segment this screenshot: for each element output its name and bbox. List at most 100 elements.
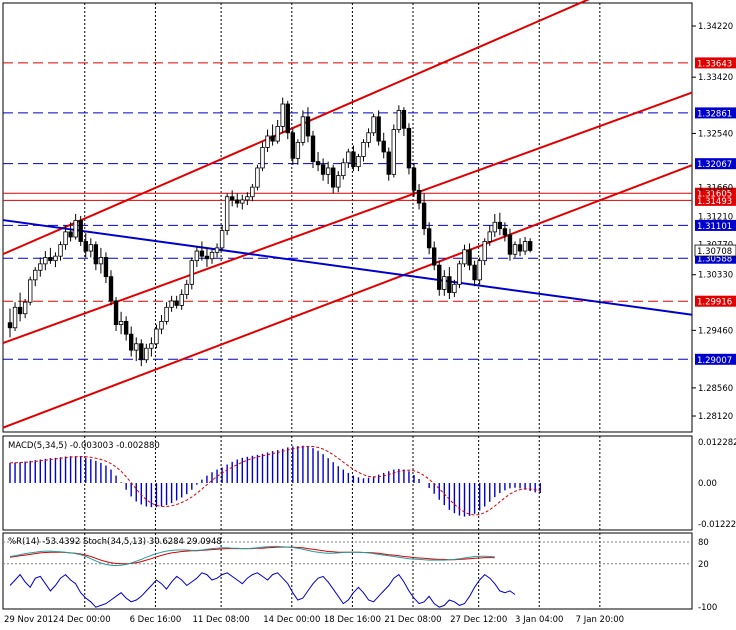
bear-candle	[447, 276, 452, 294]
bear-candle	[431, 247, 437, 266]
bull-candle	[179, 294, 184, 306]
time-axis-label: 3 Jan 04:00	[515, 615, 563, 625]
stoch-main-line	[9, 545, 495, 567]
bull-candle	[43, 257, 48, 265]
bull-candle	[88, 244, 93, 252]
bear-candle	[411, 167, 417, 191]
trend-channel-line	[2, 219, 693, 316]
bear-candle	[376, 116, 381, 142]
bull-candle	[265, 135, 270, 148]
oscillator-title: %R(14) -53.4392 Stoch(34,5,13) 30.6284 2…	[8, 537, 222, 547]
time-axis-label: 21 Dec 08:00	[384, 615, 441, 625]
macd-axis-label: 0.012282	[698, 438, 736, 448]
bear-candle	[128, 333, 134, 351]
macd-title: MACD(5,34,5) -0.003003 -0.002880	[8, 441, 160, 451]
bull-candle	[194, 250, 200, 262]
bull-candle	[33, 269, 38, 281]
bull-candle	[58, 244, 63, 257]
time-axis-label: 14 Dec 00:00	[263, 615, 320, 625]
bull-candle	[149, 343, 154, 349]
bear-candle	[527, 241, 533, 251]
bull-candle	[63, 231, 68, 246]
price-level-label: 1.31605	[697, 190, 732, 200]
time-axis-label: 29 Nov 2012	[4, 615, 58, 625]
price-level-label: 1.31493	[697, 197, 732, 207]
price-level-tag	[695, 107, 736, 119]
price-level-tag	[695, 158, 736, 170]
time-axis-label: 18 Dec 16:00	[324, 615, 381, 625]
bull-candle	[118, 320, 124, 325]
macd-signal-line	[9, 445, 541, 516]
bull-candle	[245, 196, 250, 201]
macd-panel-frame	[2, 435, 693, 531]
bull-candle	[214, 247, 220, 253]
bear-candle	[437, 264, 442, 290]
bear-candle	[386, 151, 391, 175]
price-level-tag	[695, 219, 736, 231]
bear-candle	[229, 196, 235, 201]
bear-candle	[78, 219, 83, 242]
bull-candle	[154, 328, 159, 345]
bear-candle	[406, 127, 412, 169]
bull-candle	[22, 301, 28, 315]
bear-candle	[467, 249, 472, 266]
bear-candle	[68, 231, 73, 238]
bear-candle	[139, 343, 144, 361]
time-axis-label: 27 Dec 12:00	[450, 615, 507, 625]
bull-candle	[482, 241, 487, 262]
williams-r-line	[9, 572, 516, 608]
bull-candle	[27, 279, 33, 303]
bear-candle	[48, 257, 53, 262]
bear-candle	[123, 320, 129, 335]
trend-channel-line	[2, 164, 693, 429]
price-level-tag	[695, 194, 736, 206]
price-level-tag	[695, 353, 736, 365]
bear-candle	[401, 110, 407, 129]
price-level-label: 1.29916	[697, 298, 732, 308]
bull-candle	[361, 141, 366, 157]
time-axis-label: 6 Dec 16:00	[130, 615, 182, 625]
time-axis-label: 4 Dec 00:00	[59, 615, 111, 625]
oscillator-axis-label: -100	[698, 603, 717, 613]
price-level-label: 1.32861	[697, 109, 732, 119]
bear-candle	[290, 132, 295, 159]
bear-candle	[315, 161, 321, 166]
bull-candle	[260, 147, 265, 169]
bear-candle	[93, 244, 99, 265]
bear-candle	[235, 199, 240, 204]
bull-candle	[325, 167, 331, 175]
bear-candle	[416, 189, 422, 204]
price-axis-label: 1.28120	[698, 412, 733, 422]
macd-axis-label: -0.012227	[698, 520, 736, 530]
bull-candle	[462, 249, 467, 265]
bear-candle	[310, 135, 316, 162]
price-level-tag	[695, 252, 736, 264]
price-axis-label: 1.31210	[698, 212, 733, 222]
bear-candle	[204, 255, 210, 260]
bear-candle	[421, 202, 427, 230]
bear-candle	[426, 228, 432, 249]
bull-candle	[477, 260, 482, 281]
bull-candle	[295, 141, 301, 159]
price-level-label: 1.31101	[697, 222, 732, 232]
price-axis-label: 1.31660	[698, 184, 733, 194]
bull-candle	[300, 116, 306, 143]
bull-candle	[209, 251, 215, 260]
bull-candle	[366, 132, 371, 143]
bull-candle	[98, 257, 104, 265]
bull-candle	[219, 230, 225, 249]
bull-candle	[280, 103, 285, 127]
bear-candle	[502, 228, 508, 236]
bull-candle	[169, 300, 174, 308]
price-axis-label: 1.30330	[698, 271, 733, 281]
price-axis-label: 1.34220	[698, 22, 733, 32]
bull-candle	[240, 199, 245, 204]
current-price-label: 1.30708	[697, 247, 732, 257]
bull-candle	[184, 283, 189, 295]
bull-candle	[12, 306, 18, 329]
bull-candle	[189, 260, 194, 285]
bear-candle	[320, 164, 326, 175]
bear-candle	[7, 322, 13, 329]
bull-candle	[512, 244, 518, 255]
